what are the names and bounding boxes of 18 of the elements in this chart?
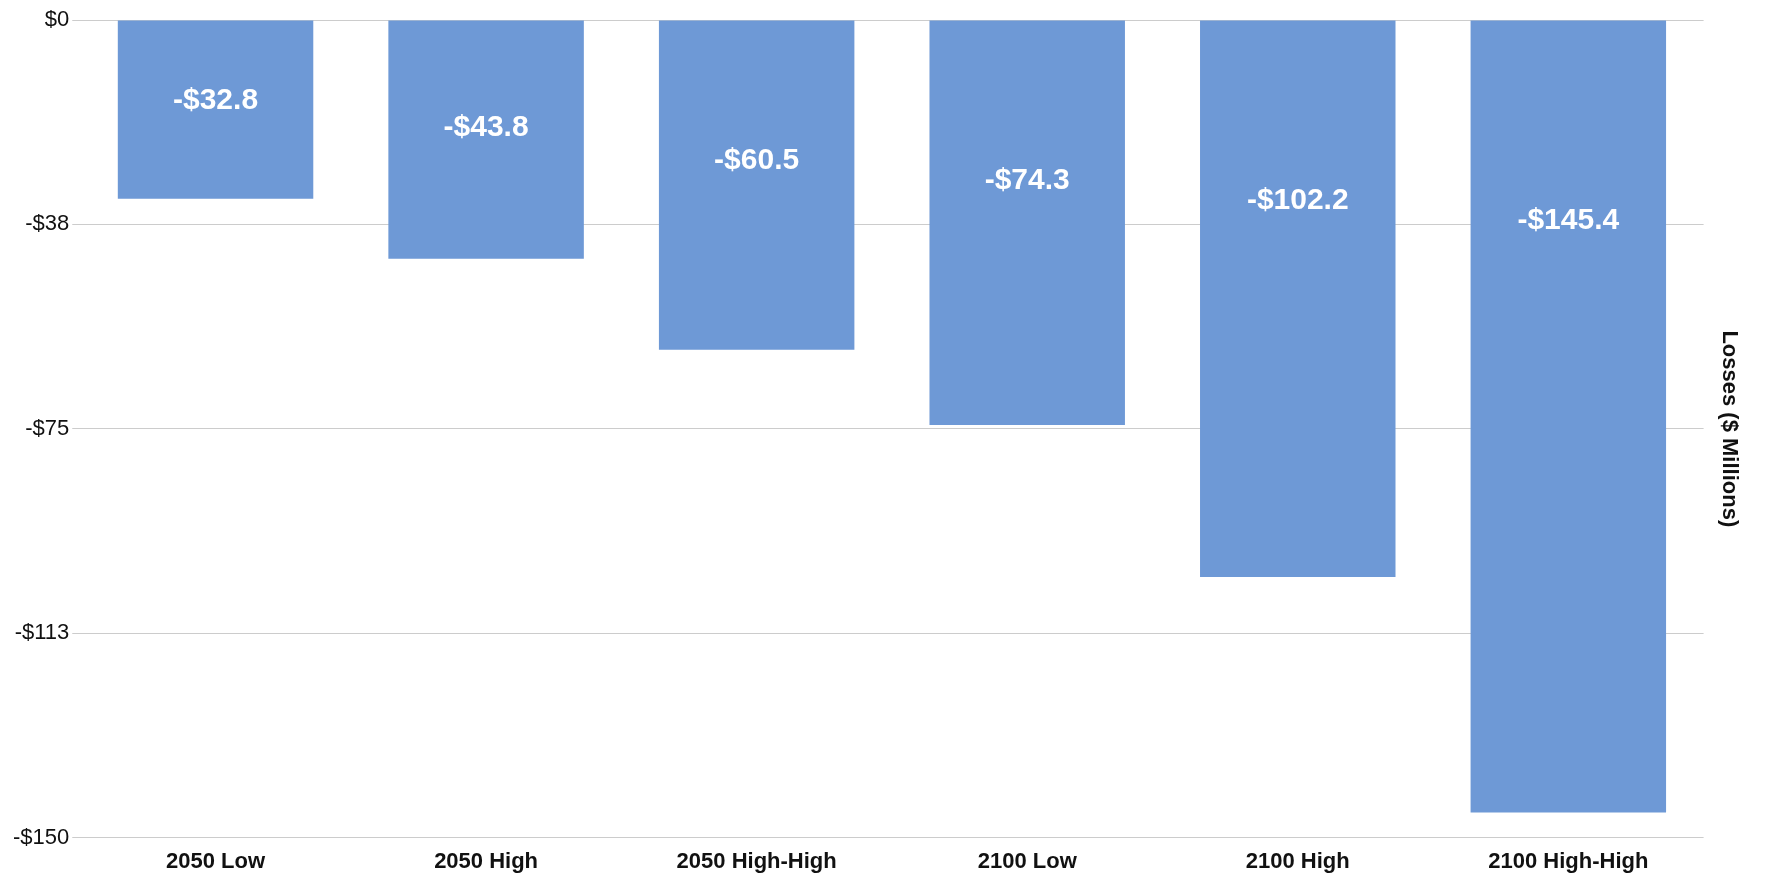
data-label: -$32.8 — [173, 81, 259, 115]
data-label: -$74.3 — [984, 161, 1070, 195]
x-tick-label: 2100 High-High — [1488, 847, 1649, 873]
x-tick-label: 2050 High — [434, 847, 539, 873]
data-label: -$102.2 — [1246, 181, 1349, 215]
x-tick-label: 2100 High — [1245, 847, 1350, 873]
data-label: -$60.5 — [714, 141, 800, 175]
y-tick-label: $0 — [44, 6, 70, 32]
y-tick-label: -$113 — [14, 619, 70, 645]
y-tick-label: -$150 — [12, 823, 70, 849]
y-tick-label: -$38 — [25, 210, 70, 236]
x-tick-label: 2100 Low — [977, 847, 1078, 873]
y-axis-title: Losses ($ Millions) — [1717, 330, 1743, 528]
data-label: -$43.8 — [443, 108, 529, 142]
data-label: -$145.4 — [1517, 201, 1620, 235]
x-tick-label: 2050 Low — [166, 847, 266, 873]
y-tick-label: -$75 — [25, 414, 70, 440]
x-tick-label: 2050 High-High — [676, 847, 837, 873]
